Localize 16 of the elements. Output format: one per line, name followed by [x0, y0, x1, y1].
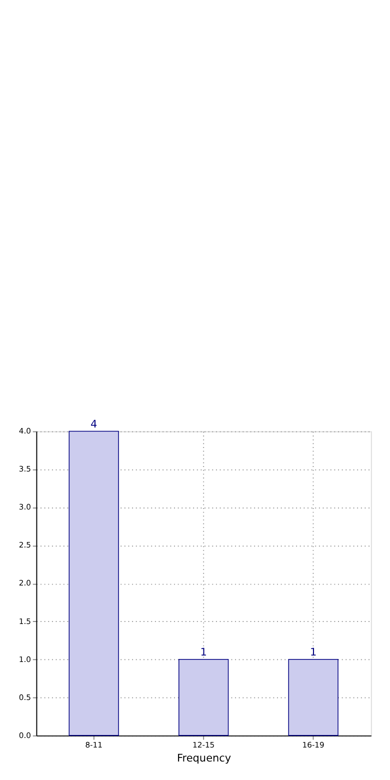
y-tick-label: 3.5 [18, 464, 32, 474]
data-label: 4 [90, 418, 98, 430]
y-tick-label: 2.5 [18, 540, 32, 550]
y-tick-label: 4.0 [18, 426, 32, 436]
x-tick-label: 12-15 [192, 740, 215, 750]
y-tick-label: 0.5 [18, 692, 32, 702]
x-tick-label: 8-11 [85, 740, 103, 750]
y-tick-label: 2.0 [18, 578, 32, 588]
y-tick-label: 0.0 [18, 730, 32, 740]
x-tick-label: 16-19 [302, 740, 325, 750]
x-axis-title: Frequency [177, 752, 232, 765]
y-tick-label: 1.5 [18, 616, 32, 626]
y-tick-label: 3.0 [18, 502, 32, 512]
data-label: 1 [200, 646, 207, 659]
y-tick-label: 1.0 [18, 654, 32, 664]
data-label: 1 [310, 646, 317, 659]
